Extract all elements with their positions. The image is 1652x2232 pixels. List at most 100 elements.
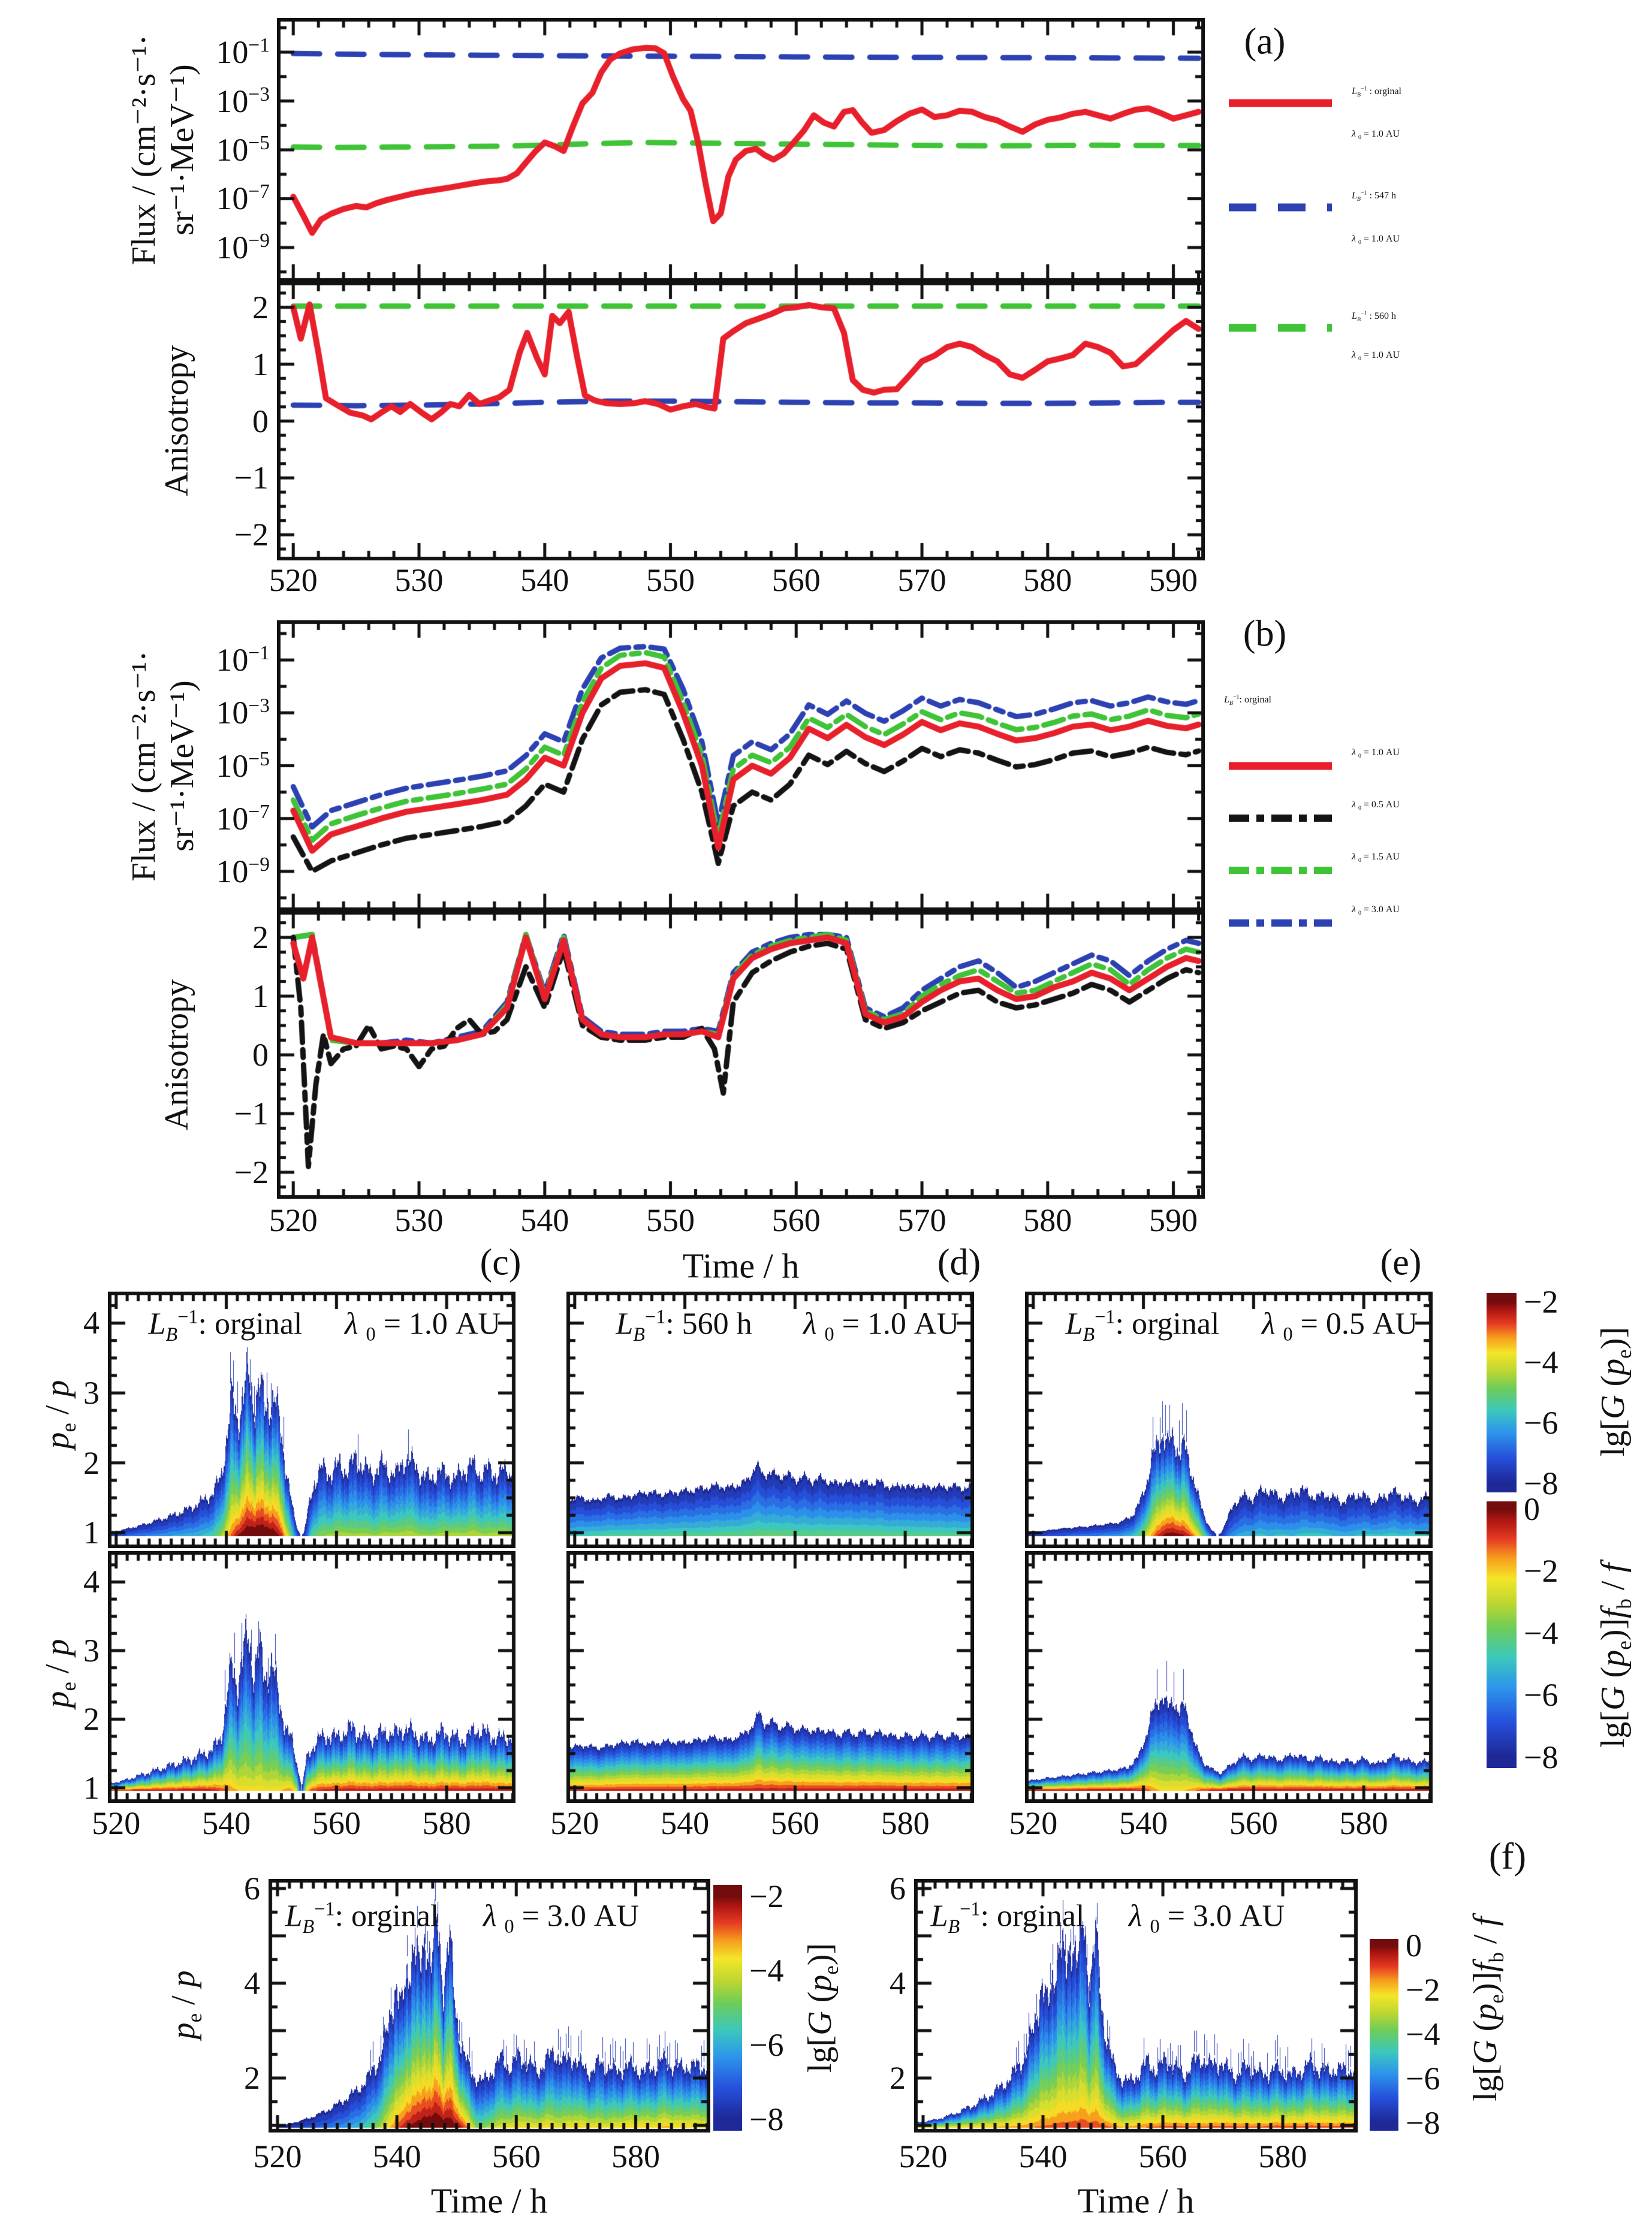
tick-label: 10−7 [216, 180, 270, 217]
tick-label: −4 [1406, 2016, 1440, 2053]
tick-label: −6 [1524, 1677, 1558, 1714]
tick-label: 0 [252, 403, 269, 439]
tick-label: 0 [1406, 1928, 1422, 1964]
panel-d-title-lambda: λ 0 = 1.0 AU [803, 1307, 960, 1345]
tick-label: 4 [244, 1965, 260, 2001]
panel-d-top-heatmap [566, 1292, 974, 1548]
panel-f-left-title-lambda: λ 0 = 3.0 AU [483, 1899, 640, 1937]
legend-a-item2-line2: λ 0 = 1.0 AU [1352, 234, 1400, 246]
panel-c-bottom-heatmap [108, 1551, 516, 1803]
tick-label: 560 [492, 2139, 541, 2174]
legend-b-item3-label: λ 0 = 1.5 AU [1352, 852, 1400, 864]
tick-label: 590 [1149, 1202, 1198, 1238]
tick-label: −2 [234, 1154, 269, 1190]
tick-label: 2 [252, 289, 269, 325]
tick-label: −6 [1524, 1404, 1558, 1441]
tick-label: 0 [1524, 1491, 1540, 1527]
panel-c-title-lambda: λ 0 = 1.0 AU [344, 1307, 501, 1345]
panel-b-anisotropy-plot [277, 911, 1205, 1199]
tick-label: −1 [234, 460, 269, 496]
panel-f-right-x-axis-label: Time / h [1077, 2181, 1195, 2221]
tick-label: 570 [897, 562, 946, 598]
tick-label: 10−1 [216, 34, 270, 71]
colorbar-g-cde [1487, 1293, 1517, 1492]
legend-a-red-line [1229, 99, 1332, 107]
tick-label: 560 [1138, 2139, 1187, 2174]
tick-label: 550 [646, 1202, 695, 1238]
panel-d-bottom-heatmap [566, 1551, 974, 1803]
legend-b-red-line [1229, 762, 1332, 770]
tick-label: 10−3 [216, 695, 270, 731]
tick-label: 520 [92, 1805, 141, 1841]
panel-f-left-title-lb: LB−1: orginal [285, 1898, 439, 1938]
tick-label: 4 [83, 1305, 100, 1341]
tick-label: 580 [881, 1805, 930, 1841]
panel-e-title-lb: LB−1: orginal [1065, 1305, 1220, 1346]
legend-b-item4-label: λ 0 = 3.0 AU [1352, 904, 1400, 917]
legend-b-item2-label: λ 0 = 0.5 AU [1352, 800, 1400, 812]
tick-label: 10−5 [216, 747, 270, 784]
panel-f-left-x-axis-label: Time / h [430, 2181, 548, 2221]
tick-label: 10−9 [216, 229, 270, 266]
panel-b-anisotropy-axis-label: Anisotropy [158, 979, 195, 1130]
panel-a-anisotropy-axis-label: Anisotropy [158, 345, 195, 496]
panel-d-title-lb: LB−1: 560 h [616, 1305, 752, 1346]
legend-b-green-line [1229, 867, 1332, 874]
panel-e-bottom-heatmap [1025, 1551, 1433, 1803]
tick-label: 1 [252, 978, 269, 1015]
legend-a-item1-line1: LB−1 : orginal [1352, 86, 1401, 99]
panel-c-bottom-y-axis-label: pe / p [39, 1639, 81, 1708]
legend-b-item1-label: λ 0 = 1.0 AU [1352, 747, 1400, 760]
tick-label: 4 [83, 1564, 100, 1600]
tick-label: −1 [234, 1095, 269, 1132]
legend-b-blue-line [1229, 919, 1332, 927]
panel-f-right-title-lambda: λ 0 = 3.0 AU [1128, 1899, 1285, 1937]
tick-label: 3 [83, 1632, 100, 1669]
tick-label: −2 [1524, 1284, 1558, 1320]
tick-label: −2 [1524, 1553, 1558, 1589]
panel-d-label: (d) [937, 1242, 981, 1283]
tick-label: −2 [1406, 1972, 1440, 2008]
panel-e-title-lambda: λ 0 = 0.5 AU [1261, 1307, 1418, 1345]
tick-label: 550 [646, 562, 695, 598]
legend-a-item3-line2: λ 0 = 1.0 AU [1352, 350, 1400, 363]
tick-label: 520 [899, 2139, 948, 2174]
tick-label: 10−9 [216, 853, 270, 889]
tick-label: 6 [244, 1870, 260, 1907]
tick-label: 520 [1009, 1805, 1058, 1841]
tick-label: 520 [253, 2139, 302, 2174]
panel-c-top-y-axis-label: pe / p [39, 1380, 81, 1449]
tick-label: −4 [1524, 1344, 1558, 1381]
tick-label: 560 [771, 1202, 821, 1238]
tick-label: 2 [252, 919, 269, 956]
tick-label: 10−5 [216, 132, 270, 168]
panel-a-flux-plot [277, 18, 1205, 282]
legend-a-item3-line1: LB−1 : 560 h [1352, 310, 1396, 324]
colorbar-g-f-left [713, 1885, 742, 2131]
tick-label: −2 [234, 517, 269, 553]
panel-c-title-lb: LB−1: orginal [148, 1305, 303, 1346]
tick-label: 580 [1339, 1805, 1388, 1841]
tick-label: 540 [661, 1805, 710, 1841]
colorbar-gfbf-cde [1487, 1501, 1517, 1768]
tick-label: 530 [394, 562, 444, 598]
colorbar-gfbf-f-right-label: lg[G (pe)]fb / f [1467, 1916, 1509, 2102]
tick-label: 580 [1258, 2139, 1307, 2174]
tick-label: 2 [890, 2060, 906, 2097]
panel-a-label: (a) [1244, 21, 1286, 62]
tick-label: 560 [771, 562, 821, 598]
tick-label: −8 [749, 2101, 784, 2138]
tick-label: 530 [394, 1202, 444, 1238]
colorbar-gfbf-cde-label: lg[G (pe)]fb / f [1594, 1563, 1636, 1748]
tick-label: −4 [749, 1952, 784, 1989]
tick-label: −8 [1524, 1465, 1558, 1501]
panel-f-left-y-axis-label: pe / p [165, 1970, 207, 2040]
panel-b-flux-axis-label: Flux / (cm⁻²·s⁻¹· sr⁻¹·MeV⁻¹) [125, 650, 201, 882]
tick-label: −8 [1406, 2105, 1440, 2141]
tick-label: 1 [83, 1769, 100, 1806]
tick-label: 4 [890, 1965, 906, 2001]
panel-e-label: (e) [1380, 1242, 1422, 1283]
tick-label: 540 [1018, 2139, 1068, 2174]
tick-label: 580 [611, 2139, 660, 2174]
tick-label: 2 [83, 1701, 100, 1738]
